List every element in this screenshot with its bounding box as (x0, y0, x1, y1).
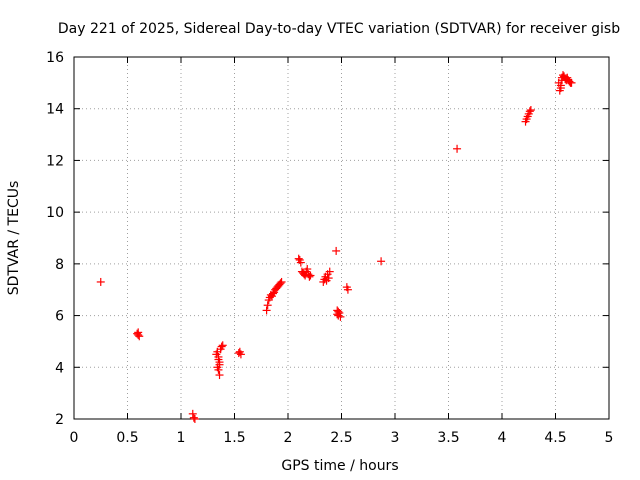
x-axis-tick-labels: 0 0.5 1 1.5 2 2.5 3 3.5 4 4.5 5 (70, 430, 614, 446)
data-point (190, 415, 199, 423)
y-tick-label: 8 (55, 257, 64, 273)
y-tick-label: 12 (46, 153, 64, 169)
data-point (262, 306, 271, 315)
data-point (189, 413, 198, 422)
data-point (343, 285, 352, 294)
data-point (96, 277, 105, 286)
data-point (296, 258, 305, 267)
x-tick-label: 1.5 (223, 430, 245, 446)
data-point (214, 365, 223, 374)
x-tick-label: 0 (70, 430, 79, 446)
data-point (453, 144, 462, 153)
data-point (303, 265, 312, 274)
data-point (263, 301, 272, 310)
data-point (218, 341, 227, 350)
x-tick-label: 2 (284, 430, 293, 446)
y-tick-label: 6 (55, 309, 64, 325)
data-point (277, 277, 286, 286)
y-tick-label: 10 (46, 205, 64, 221)
data-point (332, 246, 341, 255)
data-point (217, 342, 226, 351)
x-tick-label: 0.5 (116, 430, 138, 446)
grid (74, 57, 609, 419)
data-point (556, 81, 565, 90)
data-point (215, 371, 224, 380)
data-point (214, 355, 223, 364)
data-point (334, 307, 343, 316)
data-point (526, 106, 535, 115)
data-point (294, 254, 303, 263)
data-point (188, 409, 197, 418)
data-point (135, 332, 144, 341)
data-point (567, 78, 576, 87)
y-tick-label: 14 (46, 102, 64, 118)
x-tick-label: 2.5 (330, 430, 352, 446)
chart-title: Day 221 of 2025, Sidereal Day-to-day VTE… (58, 21, 620, 37)
data-points (96, 71, 576, 423)
y-axis-label: SDTVAR / TECUs (6, 181, 22, 296)
x-tick-label: 1 (177, 430, 186, 446)
data-point (236, 350, 245, 359)
y-tick-label: 16 (46, 50, 64, 66)
data-point (134, 330, 143, 339)
x-axis-label: GPS time / hours (281, 458, 398, 474)
x-tick-label: 4 (498, 430, 507, 446)
data-point (215, 360, 224, 369)
data-point (324, 274, 333, 283)
y-axis-tick-labels: 2 4 6 8 10 12 14 16 (46, 50, 64, 428)
x-tick-label: 3 (391, 430, 400, 446)
axis-ticks (73, 56, 610, 420)
data-point (525, 107, 534, 116)
data-point (557, 76, 566, 85)
data-point (234, 349, 243, 358)
x-tick-label: 5 (605, 430, 614, 446)
data-point (325, 267, 334, 276)
x-tick-label: 3.5 (437, 430, 459, 446)
x-tick-label: 4.5 (544, 430, 566, 446)
data-point (305, 272, 314, 281)
y-tick-label: 4 (55, 360, 64, 376)
data-point (306, 271, 315, 280)
data-point (276, 279, 285, 288)
y-tick-label: 2 (55, 412, 64, 428)
data-point (377, 257, 386, 266)
